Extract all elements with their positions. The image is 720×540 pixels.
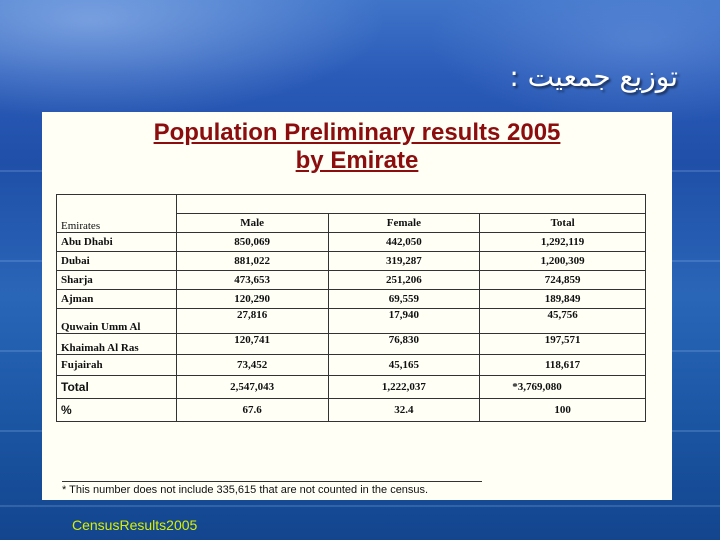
table-row: Dubai 881,022 319,287 1,200,309 (56, 251, 646, 271)
document-panel: Population Preliminary results 2005 by E… (42, 112, 672, 500)
slide-title: توزيع جمعيت : (509, 60, 678, 93)
header-blank-cell (175, 194, 647, 214)
percent-row: % 67.6 32.4 100 (56, 398, 646, 422)
row-total: 45,756 (479, 308, 646, 334)
document-title-line1: Population Preliminary results 2005 (153, 119, 561, 146)
table-row: Khaimah Al Ras 120,741 76,830 197,571 (56, 333, 646, 355)
percent-female: 32.4 (327, 398, 481, 422)
total-row: Total 2,547,043 1,222,037 *3,769,080 (56, 375, 646, 399)
row-male: 120,741 (175, 333, 329, 355)
row-total: 118,617 (479, 354, 646, 376)
header-emirates: Emirates (56, 194, 177, 233)
row-female: 442,050 (327, 232, 481, 252)
row-female: 45,165 (327, 354, 481, 376)
table-row: Abu Dhabi 850,069 442,050 1,292,119 (56, 232, 646, 252)
row-male: 850,069 (175, 232, 329, 252)
table-row: Sharja 473,653 251,206 724,859 (56, 270, 646, 290)
row-total: 1,292,119 (479, 232, 646, 252)
footnote-divider (62, 481, 482, 482)
total-all: *3,769,080 (479, 375, 646, 399)
row-female: 251,206 (327, 270, 481, 290)
row-female: 76,830 (327, 333, 481, 355)
total-female: 1,222,037 (327, 375, 481, 399)
row-female: 319,287 (327, 251, 481, 271)
row-emirate: Dubai (56, 251, 177, 271)
row-male: 27,816 (175, 308, 329, 334)
row-female: 69,559 (327, 289, 481, 309)
total-male: 2,547,043 (175, 375, 329, 399)
percent-male: 67.6 (175, 398, 329, 422)
row-emirate: Quwain Umm Al (56, 308, 177, 334)
population-table: Emirates Male Female Total Abu Dhabi 850… (56, 194, 647, 422)
row-total: 197,571 (479, 333, 646, 355)
table-row: Fujairah 73,452 45,165 118,617 (56, 354, 646, 376)
row-total: 724,859 (479, 270, 646, 290)
total-label: Total (56, 375, 177, 399)
header-total: Total (479, 213, 646, 233)
slide-footer-label: CensusResults2005 (72, 517, 198, 533)
header-male: Male (175, 213, 329, 233)
table-row: Quwain Umm Al 27,816 17,940 45,756 (56, 308, 646, 334)
header-spacer-row: Emirates (56, 194, 647, 233)
footnote-text: This number does not include 335,615 tha… (69, 484, 429, 496)
row-male: 881,022 (175, 251, 329, 271)
document-title: Population Preliminary results 2005 by E… (42, 119, 672, 175)
percent-total: 100 (479, 398, 646, 422)
row-male: 120,290 (175, 289, 329, 309)
row-emirate: Abu Dhabi (56, 232, 177, 252)
footnote-marker: * (62, 484, 67, 496)
header-female: Female (327, 213, 481, 233)
table-row: Ajman 120,290 69,559 189,849 (56, 289, 646, 309)
percent-label: % (56, 398, 177, 422)
footnote: * This number does not include 335,615 t… (62, 484, 428, 496)
row-emirate: Khaimah Al Ras (56, 333, 177, 355)
row-female: 17,940 (327, 308, 481, 334)
row-male: 473,653 (175, 270, 329, 290)
row-total: 1,200,309 (479, 251, 646, 271)
row-emirate: Ajman (56, 289, 177, 309)
row-emirate: Fujairah (56, 354, 177, 376)
document-title-line2: by Emirate (295, 147, 419, 174)
row-emirate: Sharja (56, 270, 177, 290)
row-male: 73,452 (175, 354, 329, 376)
row-total: 189,849 (479, 289, 646, 309)
